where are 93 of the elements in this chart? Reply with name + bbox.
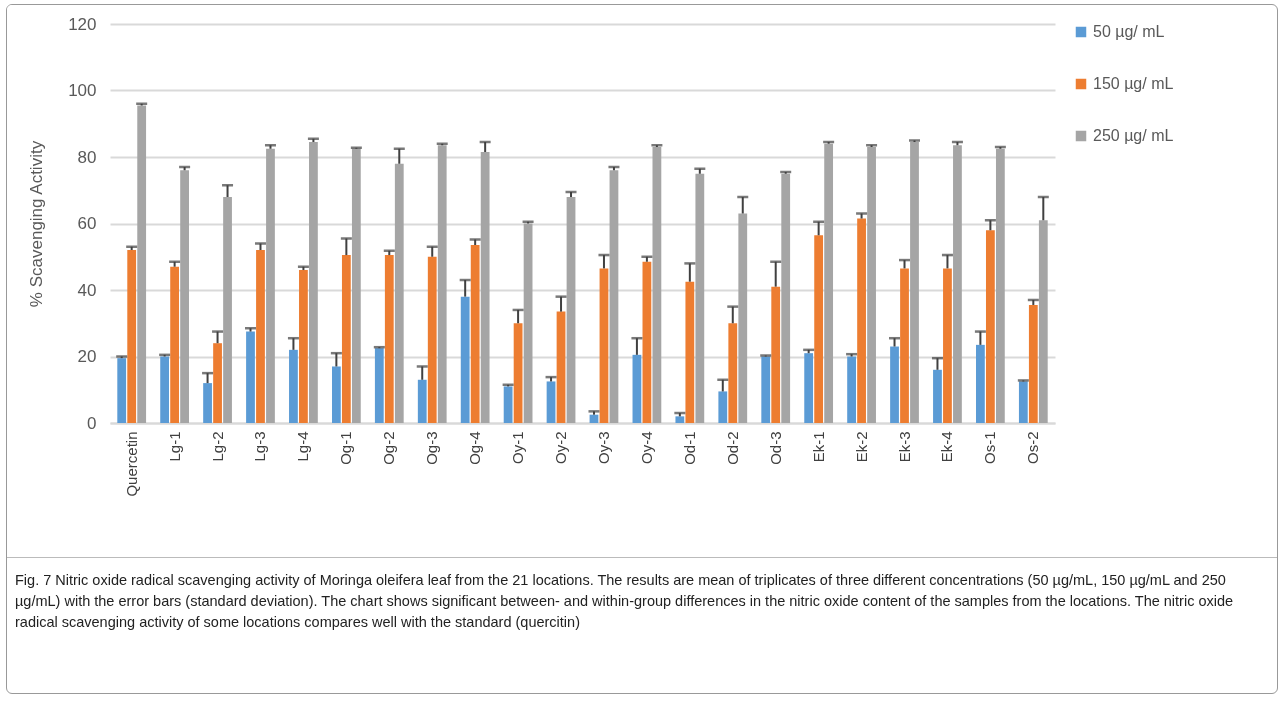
x-tick-label: Og-1 xyxy=(337,431,355,465)
x-tick-label: Os-1 xyxy=(981,431,999,465)
legend-label: 50 µg/ mL xyxy=(1093,23,1165,40)
bar xyxy=(857,218,866,423)
bar xyxy=(953,145,962,423)
x-tick-label: Od-2 xyxy=(723,431,741,465)
bar xyxy=(417,379,427,423)
bar xyxy=(523,223,533,423)
x-tick-label: Od-1 xyxy=(680,431,698,465)
x-tick-label: Oy-4 xyxy=(637,431,655,465)
x-tick-label: Lg-4 xyxy=(294,431,312,462)
bar xyxy=(804,353,814,423)
x-tick-label: Og-2 xyxy=(380,431,398,465)
x-tick-label: Ek-4 xyxy=(938,431,956,463)
bar xyxy=(771,286,781,423)
bar xyxy=(117,358,127,423)
bar xyxy=(867,147,876,423)
y-tick-label: 120 xyxy=(68,14,97,34)
y-tick-label: 80 xyxy=(77,147,97,167)
bar xyxy=(609,170,619,423)
x-tick-label: Quercetin xyxy=(122,431,140,497)
y-tick-label: 20 xyxy=(77,347,97,366)
bar xyxy=(599,268,609,423)
bar xyxy=(331,366,341,423)
y-axis-title: % Scavenging Activity xyxy=(27,140,47,308)
x-tick-label: Lg-2 xyxy=(208,431,226,462)
bar xyxy=(460,296,470,423)
bar xyxy=(180,170,189,423)
x-tick-label: Lg-1 xyxy=(165,431,183,462)
bar xyxy=(203,383,212,423)
bar xyxy=(995,148,1005,423)
bar xyxy=(847,356,856,423)
bar xyxy=(632,354,642,423)
bar xyxy=(1018,381,1028,423)
y-tick-label: 40 xyxy=(77,280,97,300)
bar xyxy=(890,346,899,423)
bar xyxy=(213,343,222,423)
bar xyxy=(266,148,275,423)
bar xyxy=(781,173,791,423)
bar xyxy=(256,250,265,423)
x-tick-label: Ek-2 xyxy=(852,431,870,463)
bar xyxy=(943,268,952,423)
bar xyxy=(351,148,361,423)
y-tick-label: 0 xyxy=(87,413,97,433)
y-tick-label: 100 xyxy=(68,81,97,100)
bar xyxy=(910,142,919,423)
bar xyxy=(374,348,384,423)
bar xyxy=(685,281,695,423)
x-tick-label: Lg-3 xyxy=(251,431,269,462)
legend-label: 150 µg/ mL xyxy=(1093,75,1174,92)
bar xyxy=(814,235,824,423)
bar xyxy=(341,255,351,423)
y-tick-label: 60 xyxy=(77,214,97,233)
bar xyxy=(513,323,523,423)
bar xyxy=(394,163,404,423)
bar xyxy=(160,356,170,423)
caption: Fig. 7 Nitric oxide radical scavenging activity of Moringa oleifera leaf from the 21 locations. The results are mean of triplicates of three different concentrations (50 µg/mL, 150 µg/mL and 250 µg/mL) with the error bars (standard deviation). The chart shows significant between- and within-group differences in the nitric oxide content of the samples from the locations. The nitric oxide radical scavenging activity of some locations compares well with the standard (quercitin) xyxy=(15,571,1235,632)
legend-label: 250 µg/ mL xyxy=(1093,127,1174,144)
bar xyxy=(900,268,909,423)
bar xyxy=(675,416,685,423)
bar xyxy=(652,147,662,423)
x-tick-label: Ek-1 xyxy=(809,431,827,463)
bar xyxy=(480,152,490,423)
x-tick-label: Od-3 xyxy=(766,431,784,465)
bar xyxy=(728,323,738,423)
bar xyxy=(738,213,748,423)
bar xyxy=(976,344,985,423)
bar xyxy=(137,105,147,423)
bar xyxy=(470,245,480,423)
bar xyxy=(170,266,180,423)
bar xyxy=(1038,220,1048,423)
bar xyxy=(761,356,771,423)
bar xyxy=(718,391,728,423)
bar xyxy=(642,261,652,423)
bar xyxy=(427,256,437,423)
x-tick-label: Oy-3 xyxy=(594,431,612,465)
x-tick-label: Og-4 xyxy=(466,431,484,465)
bar xyxy=(223,196,232,423)
bar xyxy=(503,386,513,423)
x-tick-label: Ek-3 xyxy=(895,431,913,463)
bar xyxy=(556,311,566,423)
bar xyxy=(246,331,255,423)
bar xyxy=(695,173,705,423)
bar xyxy=(289,349,298,423)
x-tick-label: Os-2 xyxy=(1024,431,1042,465)
bar xyxy=(985,230,995,423)
x-tick-label: Oy-2 xyxy=(552,431,570,465)
bar xyxy=(933,369,942,423)
x-tick-label: Oy-1 xyxy=(509,431,527,465)
x-tick-label: Og-3 xyxy=(423,431,441,465)
bar xyxy=(824,143,834,423)
bar xyxy=(384,255,394,423)
bar xyxy=(437,145,447,423)
